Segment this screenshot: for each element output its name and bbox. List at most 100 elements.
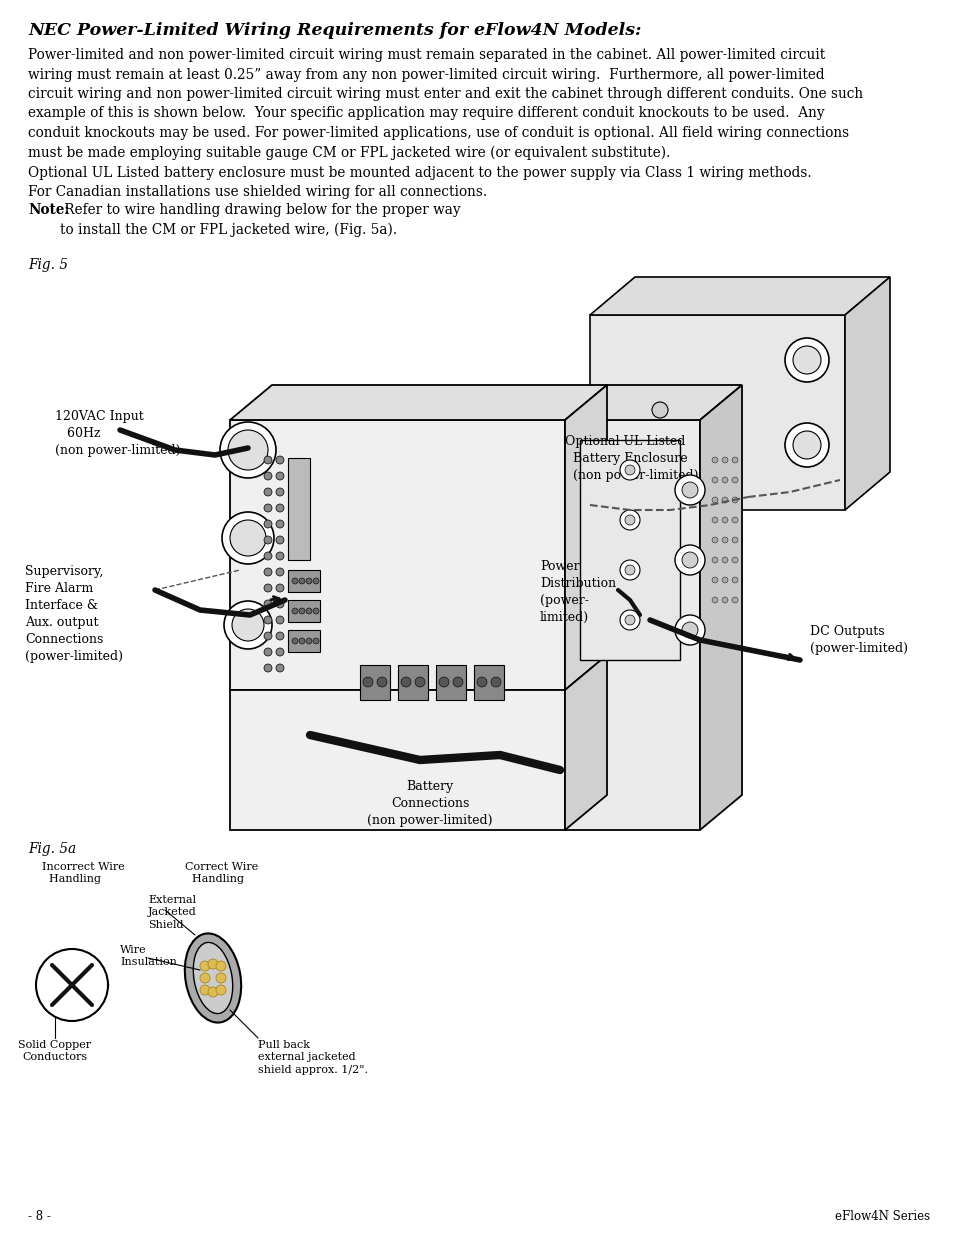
Circle shape <box>264 568 272 576</box>
Polygon shape <box>230 385 606 420</box>
Circle shape <box>264 552 272 559</box>
Circle shape <box>298 578 305 584</box>
Text: Battery
Connections
(non power-limited): Battery Connections (non power-limited) <box>367 781 493 827</box>
Circle shape <box>264 600 272 608</box>
Polygon shape <box>230 420 564 690</box>
Polygon shape <box>579 440 679 659</box>
Circle shape <box>215 973 226 983</box>
Circle shape <box>624 466 635 475</box>
Circle shape <box>675 475 704 505</box>
Circle shape <box>363 677 373 687</box>
Circle shape <box>721 477 727 483</box>
Circle shape <box>619 610 639 630</box>
Polygon shape <box>564 385 606 690</box>
Circle shape <box>264 520 272 529</box>
Circle shape <box>675 545 704 576</box>
Circle shape <box>784 424 828 467</box>
Text: Pull back
external jacketed
shield approx. 1/2".: Pull back external jacketed shield appro… <box>257 1040 368 1074</box>
Circle shape <box>215 961 226 971</box>
Text: NEC Power-Limited Wiring Requirements for eFlow4N Models:: NEC Power-Limited Wiring Requirements fo… <box>28 22 640 40</box>
Circle shape <box>721 496 727 503</box>
Circle shape <box>453 677 462 687</box>
Circle shape <box>275 632 284 640</box>
Text: Fig. 5: Fig. 5 <box>28 258 68 272</box>
Circle shape <box>306 578 312 584</box>
Circle shape <box>731 457 738 463</box>
Polygon shape <box>288 630 319 652</box>
Circle shape <box>275 472 284 480</box>
Circle shape <box>731 597 738 603</box>
Text: Power-limited and non power-limited circuit wiring must remain separated in the : Power-limited and non power-limited circ… <box>28 48 862 199</box>
Circle shape <box>264 632 272 640</box>
Circle shape <box>711 457 718 463</box>
Circle shape <box>711 557 718 563</box>
Polygon shape <box>564 420 700 830</box>
Text: eFlow4N Series: eFlow4N Series <box>834 1210 929 1223</box>
Circle shape <box>415 677 424 687</box>
Circle shape <box>721 597 727 603</box>
Circle shape <box>681 552 698 568</box>
Polygon shape <box>474 664 503 700</box>
Circle shape <box>731 537 738 543</box>
Circle shape <box>313 638 318 643</box>
Circle shape <box>731 517 738 522</box>
Polygon shape <box>288 600 319 622</box>
Polygon shape <box>359 664 390 700</box>
Circle shape <box>711 517 718 522</box>
Polygon shape <box>288 571 319 592</box>
Circle shape <box>681 622 698 638</box>
Circle shape <box>711 477 718 483</box>
Circle shape <box>200 961 210 971</box>
Circle shape <box>711 577 718 583</box>
Circle shape <box>313 608 318 614</box>
Circle shape <box>792 346 821 374</box>
Polygon shape <box>589 277 889 315</box>
Circle shape <box>619 510 639 530</box>
Circle shape <box>792 431 821 459</box>
Circle shape <box>200 986 210 995</box>
Circle shape <box>275 664 284 672</box>
Circle shape <box>313 578 318 584</box>
Polygon shape <box>436 664 465 700</box>
Text: Wire
Insulation: Wire Insulation <box>120 945 176 967</box>
Circle shape <box>275 616 284 624</box>
Circle shape <box>624 564 635 576</box>
Circle shape <box>275 504 284 513</box>
Polygon shape <box>564 655 606 830</box>
Text: Correct Wire
  Handling: Correct Wire Handling <box>185 862 258 884</box>
Circle shape <box>228 430 268 471</box>
Circle shape <box>275 600 284 608</box>
Text: External
Jacketed
Shield: External Jacketed Shield <box>148 895 196 930</box>
Polygon shape <box>564 385 741 420</box>
Circle shape <box>275 520 284 529</box>
Circle shape <box>721 557 727 563</box>
Circle shape <box>731 477 738 483</box>
Circle shape <box>292 638 297 643</box>
Circle shape <box>264 536 272 543</box>
Circle shape <box>275 456 284 464</box>
Circle shape <box>731 557 738 563</box>
Ellipse shape <box>185 934 241 1023</box>
Polygon shape <box>288 458 310 559</box>
Polygon shape <box>230 690 564 830</box>
Ellipse shape <box>193 942 233 1014</box>
Circle shape <box>721 517 727 522</box>
Circle shape <box>624 515 635 525</box>
Circle shape <box>264 472 272 480</box>
Circle shape <box>711 537 718 543</box>
Circle shape <box>711 597 718 603</box>
Circle shape <box>306 608 312 614</box>
Text: Refer to wire handling drawing below for the proper way
to install the CM or FPL: Refer to wire handling drawing below for… <box>60 203 460 237</box>
Circle shape <box>731 496 738 503</box>
Text: Incorrect Wire
  Handling: Incorrect Wire Handling <box>42 862 125 884</box>
Circle shape <box>36 948 108 1021</box>
Circle shape <box>222 513 274 564</box>
Text: Power
Distribution
(power-
limited): Power Distribution (power- limited) <box>539 559 616 624</box>
Circle shape <box>731 577 738 583</box>
Circle shape <box>619 459 639 480</box>
Circle shape <box>306 638 312 643</box>
Circle shape <box>438 677 449 687</box>
Circle shape <box>264 488 272 496</box>
Polygon shape <box>844 277 889 510</box>
Circle shape <box>376 677 387 687</box>
